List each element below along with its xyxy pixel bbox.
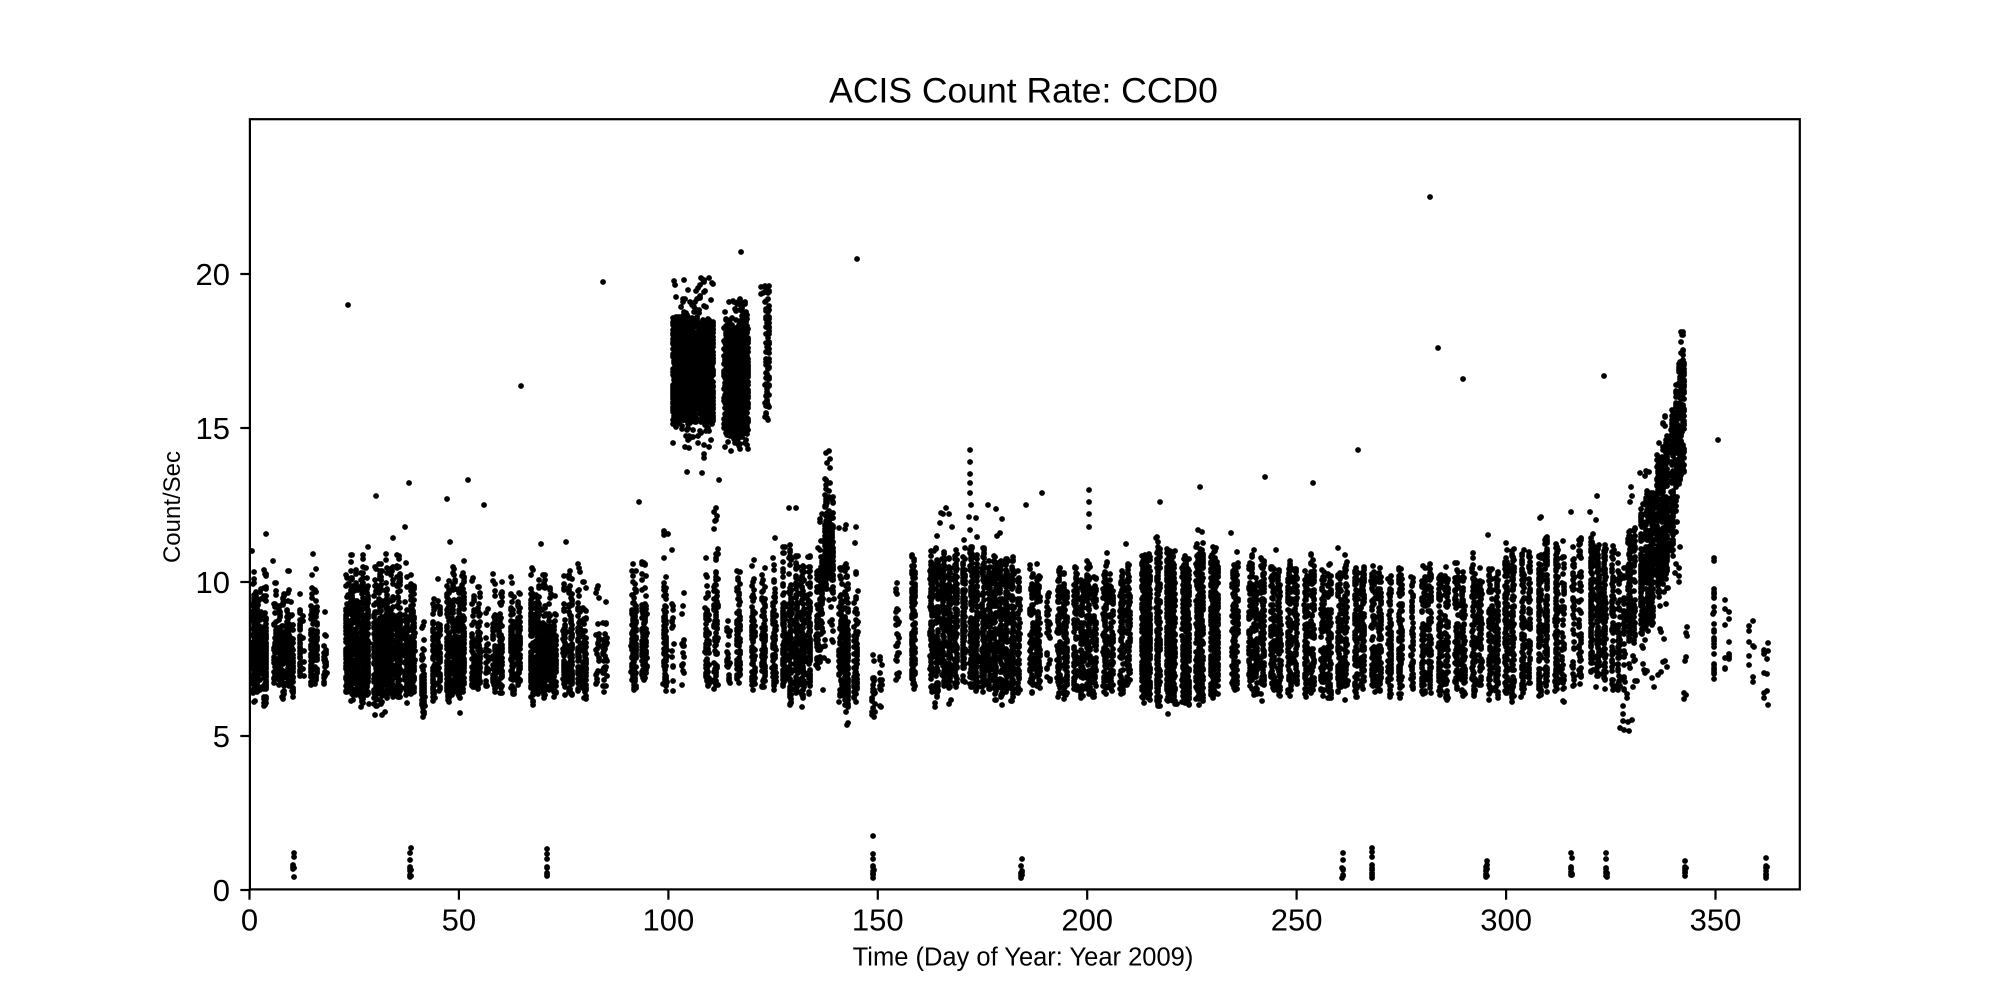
- svg-text:0: 0: [213, 873, 230, 908]
- svg-text:Time (Day of Year: Year 2009): Time (Day of Year: Year 2009): [853, 944, 1194, 972]
- svg-text:0: 0: [241, 903, 258, 938]
- svg-text:150: 150: [852, 903, 904, 938]
- svg-text:15: 15: [196, 411, 230, 446]
- svg-text:350: 350: [1690, 903, 1742, 938]
- svg-text:10: 10: [196, 565, 230, 600]
- svg-text:300: 300: [1480, 903, 1532, 938]
- svg-text:250: 250: [1271, 903, 1323, 938]
- svg-text:200: 200: [1061, 903, 1113, 938]
- svg-text:20: 20: [196, 257, 230, 292]
- svg-text:Count/Sec: Count/Sec: [159, 451, 186, 563]
- svg-text:5: 5: [213, 719, 230, 754]
- svg-text:100: 100: [643, 903, 695, 938]
- svg-text:ACIS Count Rate: CCD0: ACIS Count Rate: CCD0: [829, 71, 1218, 111]
- svg-text:50: 50: [442, 903, 476, 938]
